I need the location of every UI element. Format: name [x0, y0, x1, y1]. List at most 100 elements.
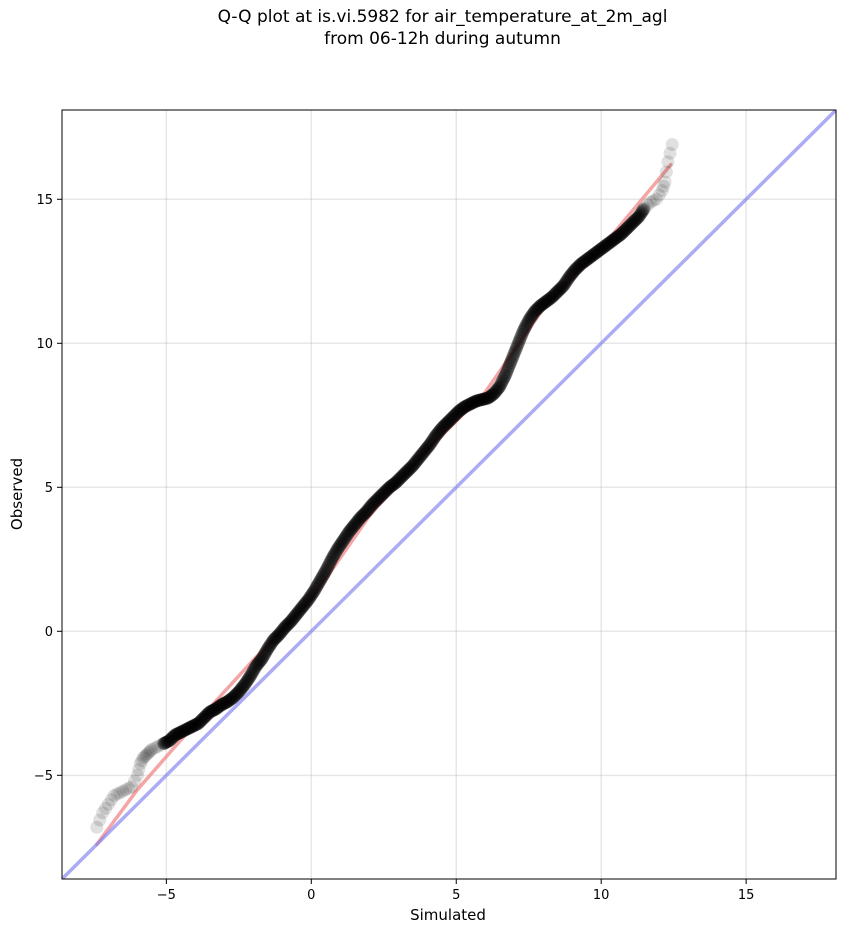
x-tick: 10 [593, 879, 609, 903]
data-point [401, 464, 415, 477]
data-point [252, 655, 266, 669]
data-point [569, 262, 583, 276]
data-point [368, 495, 382, 509]
data-point [432, 425, 446, 439]
data-point [556, 280, 569, 294]
data-point [281, 617, 295, 631]
data-point [393, 471, 407, 485]
data-point [262, 640, 276, 654]
data-point [145, 742, 159, 756]
data-point [508, 344, 522, 358]
data-point [181, 722, 195, 736]
data-point [431, 426, 445, 440]
data-point [466, 396, 480, 410]
data-point [424, 436, 438, 450]
data-point [562, 270, 576, 284]
data-point [170, 727, 184, 741]
data-point [327, 549, 340, 563]
data-point [578, 254, 592, 268]
data-point [477, 392, 491, 406]
data-point [204, 705, 218, 718]
data-point [164, 732, 178, 746]
data-point [604, 235, 618, 249]
data-point [333, 538, 347, 552]
data-point [191, 717, 205, 730]
data-point [298, 597, 311, 611]
data-point [522, 313, 536, 327]
data-point [602, 236, 616, 250]
data-point [452, 404, 466, 418]
data-point [460, 399, 474, 413]
data-point [254, 653, 268, 667]
data-point [459, 399, 473, 413]
data-point [402, 463, 416, 476]
data-point [461, 398, 475, 412]
data-point [467, 395, 481, 409]
data-point [312, 576, 326, 590]
data-point [130, 768, 144, 782]
data-point [363, 500, 377, 514]
data-point [369, 494, 383, 508]
data-point [419, 442, 433, 456]
data-point [125, 780, 139, 794]
data-point [141, 747, 154, 761]
data-point [311, 577, 325, 591]
data-point [336, 534, 350, 548]
data-point [223, 693, 237, 707]
data-point [270, 630, 283, 644]
data-point [408, 456, 422, 470]
data-point [309, 581, 323, 595]
data-point [201, 707, 215, 721]
data-point [341, 526, 355, 540]
chart-title-line-2: from 06-12h during autumn [324, 29, 561, 49]
data-point [637, 202, 651, 216]
data-point [478, 392, 492, 406]
data-point [534, 298, 548, 312]
data-point [168, 728, 182, 742]
data-point [324, 554, 338, 568]
data-point [632, 210, 646, 224]
data-point [315, 571, 329, 584]
data-point [622, 219, 636, 233]
data-point [549, 286, 563, 300]
data-point [171, 727, 185, 741]
scatter-points [90, 138, 679, 834]
data-point [219, 695, 233, 709]
data-point [646, 194, 660, 208]
data-point [292, 605, 306, 619]
data-point [397, 467, 411, 481]
data-point [439, 417, 453, 431]
data-point [135, 754, 149, 768]
data-point [163, 733, 177, 747]
data-point [238, 678, 252, 692]
data-point [484, 389, 498, 403]
x-tick-label: 0 [307, 888, 315, 903]
data-point [590, 245, 604, 259]
data-point [347, 519, 361, 533]
data-point [343, 524, 357, 538]
data-point [160, 735, 174, 749]
data-point [621, 220, 635, 234]
data-point [490, 383, 504, 397]
data-point [197, 711, 211, 725]
data-point [567, 264, 581, 278]
data-point [421, 440, 435, 453]
data-point [629, 212, 643, 226]
data-point [528, 305, 541, 319]
data-point [422, 438, 436, 452]
data-point [403, 462, 417, 476]
x-axis-label: Simulated [410, 906, 486, 924]
data-point [610, 230, 624, 244]
data-point [154, 738, 168, 752]
data-point [249, 659, 263, 673]
data-point [180, 722, 194, 736]
data-point [371, 492, 385, 506]
data-point [658, 175, 672, 189]
data-point [591, 244, 605, 258]
data-point [186, 719, 200, 733]
data-point [400, 465, 414, 478]
data-point [251, 657, 265, 670]
data-point [585, 249, 598, 263]
data-point [625, 216, 639, 230]
data-point [414, 449, 427, 463]
